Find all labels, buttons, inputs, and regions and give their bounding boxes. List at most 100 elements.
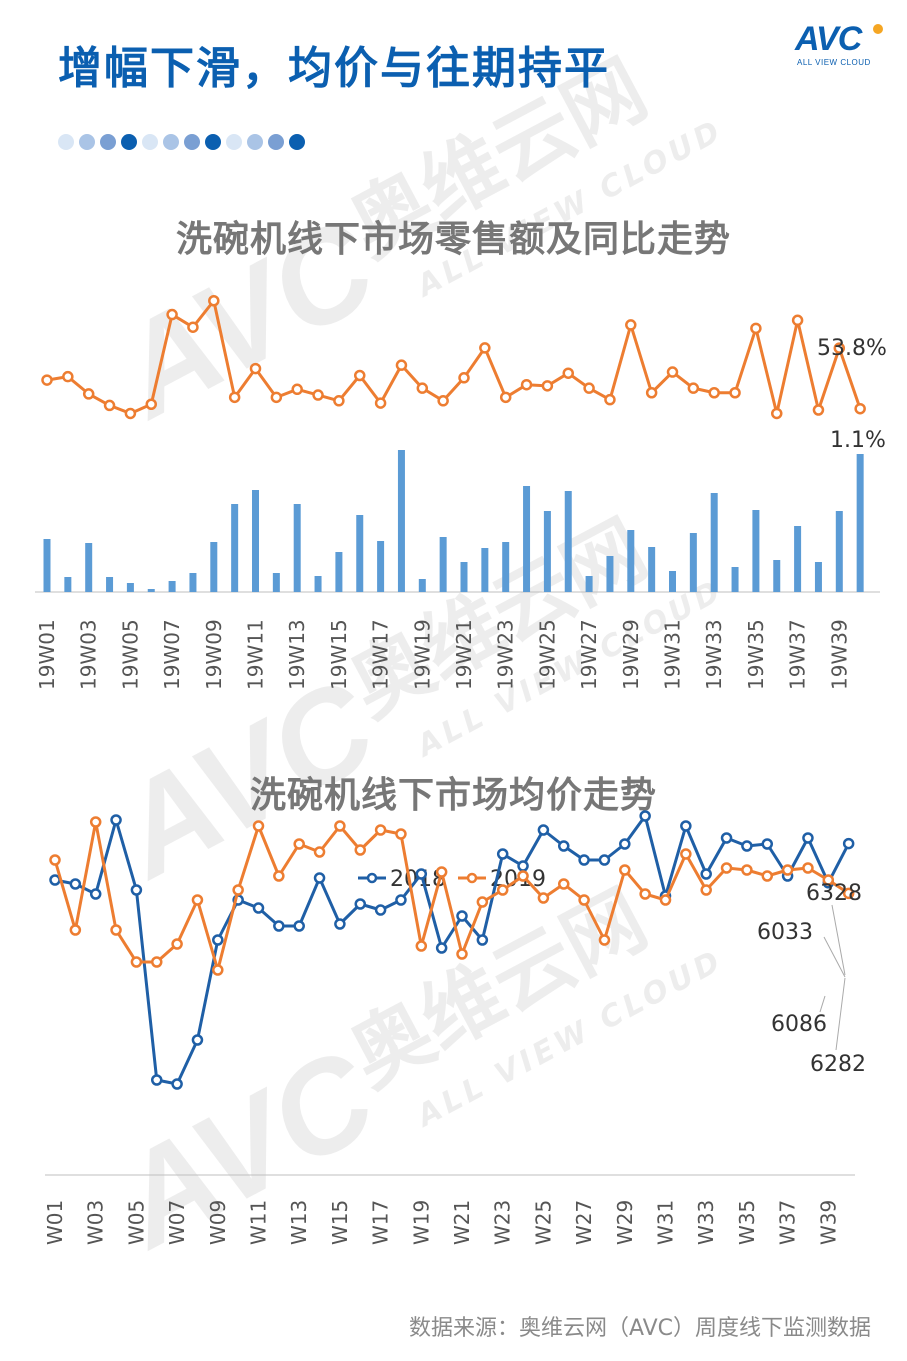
chart2-tick-label: W37 — [776, 1200, 800, 1245]
sales-bar — [64, 577, 72, 592]
decorative-dot — [226, 134, 242, 150]
price-line-2018 — [54, 814, 850, 1086]
yoy-point — [583, 382, 595, 394]
yoy-point — [812, 404, 825, 416]
sales-bar — [794, 526, 802, 592]
yoy-point — [437, 395, 449, 407]
price-point-2019 — [334, 820, 346, 832]
yoy-point — [771, 407, 783, 420]
price-point-2018 — [558, 840, 570, 852]
chart2-tick-label: W21 — [450, 1200, 474, 1245]
chart2-tick-label: W17 — [369, 1200, 393, 1245]
price-point-2019 — [49, 854, 61, 866]
sales-bar — [168, 581, 176, 592]
price-label-2018-last: 6328 — [806, 881, 862, 906]
price-point-2019 — [395, 828, 407, 840]
chart1-tick-label: 19W25 — [535, 619, 559, 690]
price-point-2019 — [619, 864, 631, 876]
chart2-tick-label: W07 — [165, 1200, 189, 1245]
chart2-title: 洗碗机线下市场均价走势 — [249, 775, 657, 816]
price-point-2019 — [293, 838, 305, 850]
price-point-2018 — [619, 838, 631, 850]
price-point-2019 — [802, 862, 814, 874]
chart2-tick-label: W39 — [816, 1200, 840, 1245]
sales-bar — [606, 556, 614, 592]
price-point-2019 — [680, 848, 692, 860]
price-point-2019 — [517, 870, 529, 882]
sales-bar — [710, 493, 718, 592]
price-point-2018 — [374, 904, 387, 916]
chart1-tick-label: 19W35 — [744, 619, 768, 690]
chart1-tick-label: 19W11 — [244, 619, 268, 690]
yoy-point — [750, 322, 762, 335]
price-point-2018 — [293, 920, 305, 932]
price-point-2019 — [232, 884, 244, 896]
sales-bar — [272, 573, 280, 592]
chart1-tick-label: 19W31 — [661, 619, 685, 690]
price-point-2018 — [496, 848, 509, 860]
yoy-point — [729, 387, 741, 399]
sales-bar — [335, 552, 343, 592]
price-point-2019 — [741, 864, 753, 876]
decorative-dot — [289, 134, 305, 150]
chart2-tick-label: W27 — [572, 1200, 596, 1245]
price-point-2018 — [598, 854, 611, 866]
price-point-2018 — [578, 854, 590, 866]
legend-marker — [466, 872, 478, 884]
yoy-point — [625, 319, 637, 331]
price-point-2018 — [130, 884, 143, 896]
price-point-2019 — [89, 816, 102, 828]
price-point-2019 — [110, 924, 122, 936]
chart2-tick-label: W29 — [613, 1200, 637, 1245]
yoy-point — [374, 397, 387, 409]
price-line-2019 — [53, 820, 850, 972]
chart1-tick-label: 19W03 — [77, 619, 101, 690]
price-point-2018 — [700, 868, 712, 880]
sales-bar — [689, 533, 697, 592]
chart2-tick-label: W35 — [735, 1200, 759, 1245]
price-point-2019 — [435, 866, 448, 878]
sales-bar — [731, 567, 739, 592]
price-point-2018 — [49, 874, 61, 886]
price-point-2019 — [313, 846, 326, 858]
yoy-point — [82, 388, 95, 400]
callout-leader — [831, 904, 846, 976]
decorative-dot — [205, 134, 221, 150]
callout-leader — [819, 995, 826, 1013]
price-point-2019 — [639, 888, 651, 900]
price-point-2019 — [659, 894, 672, 906]
chart1-tick-label: 19W17 — [369, 619, 393, 690]
chart1-tick-label: 19W33 — [702, 619, 726, 690]
price-point-2018 — [720, 832, 733, 844]
chart1-tick-label: 19W07 — [160, 619, 184, 690]
sales-bar — [356, 515, 364, 592]
price-point-2018 — [212, 934, 224, 946]
price-point-2019 — [191, 894, 204, 906]
sales-bar — [106, 577, 114, 592]
chart2-tick-label: W15 — [328, 1200, 352, 1245]
price-point-2019 — [130, 956, 143, 968]
sales-bar — [126, 583, 134, 592]
price-point-2018 — [435, 942, 448, 954]
chart1-title: 洗碗机线下市场零售额及同比走势 — [175, 219, 731, 260]
data-source-note: 数据来源：奥维云网（AVC）周度线下监测数据 — [408, 1316, 871, 1341]
sales-bar — [856, 454, 864, 592]
price-label-2018-prev: 6086 — [771, 1012, 827, 1037]
yoy-label-prev: 53.8% — [817, 336, 887, 361]
yoy-label-last: 1.1% — [830, 428, 886, 453]
price-point-2019 — [598, 934, 611, 946]
price-label-2019-last: 6033 — [757, 920, 813, 945]
chart1-tick-label: 19W29 — [619, 619, 643, 690]
sales-bar — [543, 511, 551, 592]
logo-text: AVC — [795, 20, 862, 58]
price-point-2018 — [334, 918, 346, 930]
price-point-2018 — [741, 840, 753, 852]
yoy-point — [166, 308, 178, 321]
yoy-point — [41, 374, 53, 386]
chart2-tick-label: W11 — [247, 1200, 271, 1245]
chart2-tick-label: W19 — [409, 1200, 433, 1245]
price-point-2018 — [191, 1034, 204, 1046]
price-point-2019 — [69, 924, 82, 936]
sales-bar — [773, 560, 781, 592]
yoy-point — [270, 391, 283, 404]
